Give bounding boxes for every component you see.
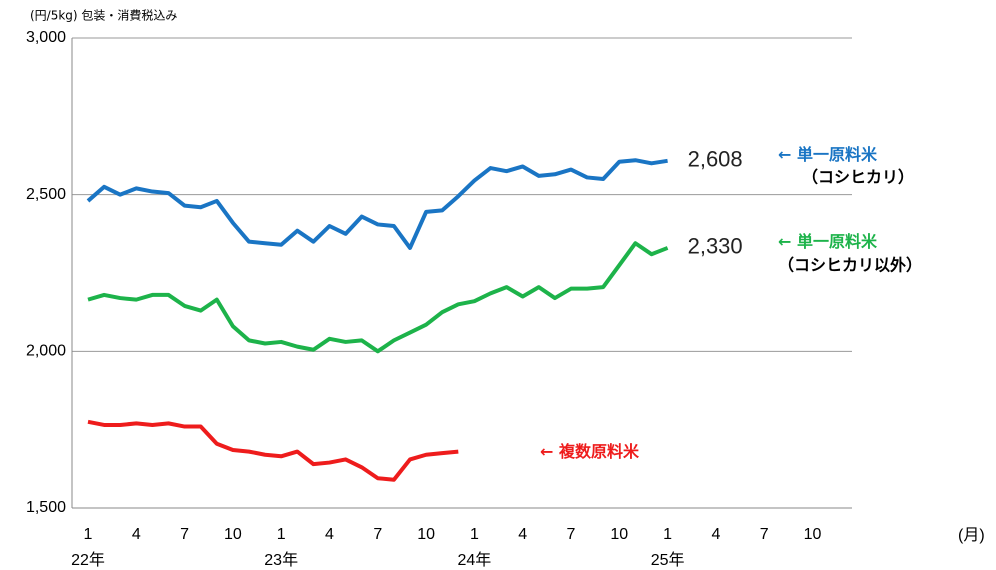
- x-tick-label: 1: [277, 526, 286, 543]
- legend-label: ← 単一原料米: [778, 232, 878, 251]
- y-tick-label: 2,000: [26, 343, 66, 360]
- x-tick-label: 4: [518, 526, 527, 543]
- x-tick-label: 10: [417, 526, 435, 543]
- x-tick-label: 7: [373, 526, 382, 543]
- x-year-label: 23年: [264, 551, 298, 569]
- y-unit-label: (円/5kg) 包装・消費税込み: [30, 8, 177, 23]
- x-tick-label: 10: [610, 526, 628, 543]
- x-tick-label: 10: [804, 526, 822, 543]
- x-year-label: 25年: [651, 551, 685, 569]
- x-tick-label: 10: [224, 526, 242, 543]
- legend-arrow: ←: [778, 145, 797, 164]
- legend-name: 単一原料米: [797, 232, 878, 251]
- legend-label: ← 複数原料米: [540, 442, 640, 461]
- x-tick-label: 4: [711, 526, 720, 543]
- x-tick-label: 4: [132, 526, 141, 543]
- legend-name: 複数原料米: [558, 442, 640, 461]
- x-tick-label: 1: [663, 526, 672, 543]
- x-unit-label: (月): [958, 527, 985, 544]
- x-tick-label: 1: [84, 526, 93, 543]
- series-line: [87, 241, 669, 354]
- x-tick-label: 4: [325, 526, 334, 543]
- x-tick-label: 7: [567, 526, 576, 543]
- legend-arrow: ←: [540, 442, 559, 461]
- series-line: [87, 419, 459, 482]
- value-label: 2,330: [688, 234, 743, 259]
- legend-arrow: ←: [778, 232, 797, 251]
- y-tick-label: 2,500: [26, 186, 66, 203]
- value-label: 2,608: [688, 147, 743, 172]
- y-tick-label: 1,500: [26, 499, 66, 516]
- y-tick-label: 3,000: [26, 29, 66, 46]
- x-tick-label: 7: [180, 526, 189, 543]
- legend-label: ← 単一原料米: [778, 145, 878, 164]
- x-year-label: 22年: [71, 551, 105, 569]
- legend-subname: （コシヒカリ）: [802, 168, 914, 187]
- legend-name: 単一原料米: [797, 145, 878, 164]
- x-tick-label: 7: [760, 526, 769, 543]
- x-tick-label: 1: [470, 526, 479, 543]
- x-year-label: 24年: [457, 551, 491, 569]
- legend-subname: （コシヒカリ以外）: [778, 256, 922, 275]
- series-line: [86, 158, 668, 250]
